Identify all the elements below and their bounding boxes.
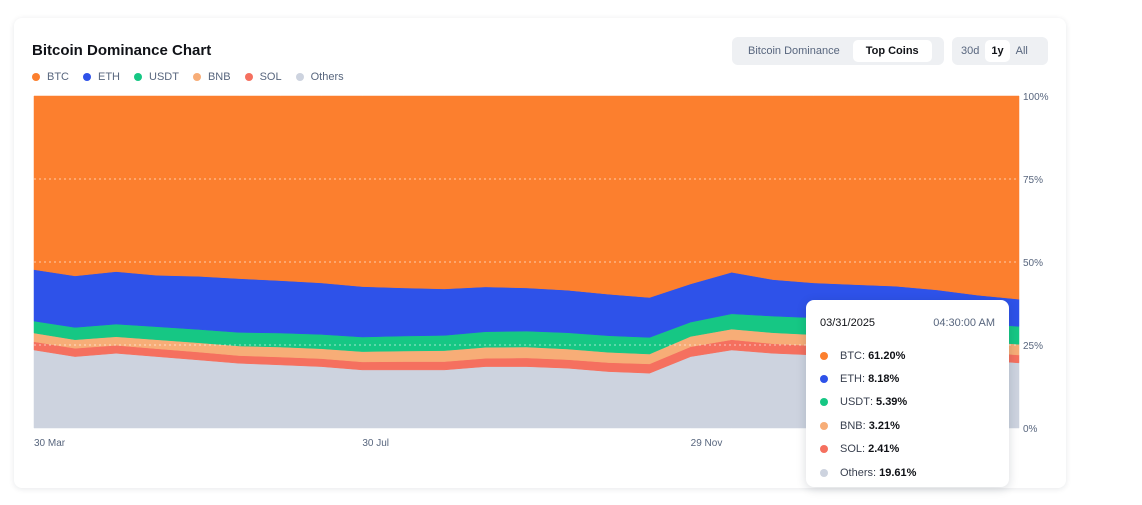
tooltip-date: 03/31/2025 — [820, 317, 876, 329]
legend-label-others: Others — [310, 71, 344, 83]
tooltip-value-usdt: 5.39% — [876, 396, 908, 409]
page-title: Bitcoin Dominance Chart — [32, 42, 212, 59]
legend-item-eth[interactable]: ETH — [83, 71, 120, 83]
range-all-button[interactable]: All — [1015, 45, 1028, 57]
tooltip-row-eth: ETH: 8.18% — [820, 367, 995, 390]
tooltip-row-btc: BTC: 61.20% — [820, 344, 995, 367]
view-toggle: Bitcoin Dominance Top Coins — [732, 37, 944, 65]
tooltip-value-bnb: 3.21% — [868, 419, 900, 432]
x-tick-label: 30 Mar — [34, 438, 66, 449]
legend-label-usdt: USDT — [149, 71, 179, 83]
x-tick-label: 30 Jul — [362, 438, 389, 449]
tooltip-dot-others — [820, 468, 828, 477]
tooltip-name-eth: ETH — [840, 373, 862, 386]
legend-label-bnb: BNB — [207, 71, 231, 83]
tooltip-name-bnb: BNB — [840, 419, 863, 432]
legend-dot-btc — [32, 73, 40, 81]
stacked-area-chart[interactable]: 0% 25% 50% 75% 100% 30 Mar 30 Jul 29 Nov — [14, 18, 1066, 488]
legend-label-btc: BTC — [47, 71, 69, 83]
legend-item-usdt[interactable]: USDT — [134, 71, 179, 83]
tooltip-header: 03/31/2025 04:30:00 AM — [820, 317, 995, 329]
tooltip-dot-bnb — [820, 421, 828, 430]
y-tick-label: 75% — [1023, 175, 1043, 186]
tooltip-value-others: 19.61% — [879, 466, 917, 479]
tooltip-name-others: Others — [840, 466, 874, 479]
legend-dot-others — [295, 73, 304, 81]
tooltip-dot-eth — [820, 375, 828, 384]
chart-tooltip: 03/31/2025 04:30:00 AM BTC: 61.20% ETH: … — [806, 300, 1009, 487]
tooltip-value-eth: 8.18% — [868, 373, 900, 386]
bitcoin-dominance-tab[interactable]: Bitcoin Dominance — [748, 45, 840, 57]
legend-item-others[interactable]: Others — [295, 71, 344, 83]
series-area-btc[interactable] — [33, 95, 1020, 300]
legend-label-eth: ETH — [98, 71, 120, 83]
y-tick-label: 100% — [1023, 92, 1049, 103]
x-tick-label: 29 Nov — [691, 438, 723, 449]
range-30d-button[interactable]: 30d — [961, 45, 980, 57]
tooltip-row-others: Others: 19.61% — [820, 461, 995, 484]
range-1y-button[interactable]: 1y — [985, 40, 1010, 62]
tooltip-value-sol: 2.41% — [868, 443, 900, 456]
legend-dot-bnb — [192, 73, 201, 81]
y-tick-label: 50% — [1023, 258, 1043, 269]
tooltip-time: 04:30:00 AM — [933, 317, 995, 329]
chart-card: Bitcoin Dominance Chart BTC ETH USDT BNB… — [14, 18, 1066, 488]
tooltip-name-usdt: USDT — [840, 396, 870, 409]
tooltip-name-btc: BTC — [840, 349, 862, 362]
tooltip-dot-usdt — [820, 398, 828, 407]
tooltip-row-sol: SOL: 2.41% — [820, 438, 995, 461]
tooltip-dot-btc — [820, 351, 828, 360]
legend-dot-sol — [244, 73, 253, 81]
range-toggle: 30d 1y All — [952, 37, 1048, 65]
legend-item-btc[interactable]: BTC — [32, 71, 69, 83]
tooltip-value-btc: 61.20% — [868, 349, 906, 362]
legend-dot-usdt — [134, 73, 142, 81]
tooltip-name-sol: SOL — [840, 443, 863, 456]
tooltip-dot-sol — [820, 445, 828, 454]
legend-item-bnb[interactable]: BNB — [192, 71, 231, 83]
tooltip-row-bnb: BNB: 3.21% — [820, 414, 995, 437]
y-tick-label: 0% — [1023, 424, 1038, 435]
legend-label-sol: SOL — [259, 71, 282, 83]
chart-legend: BTC ETH USDT BNB SOL Others — [32, 71, 344, 83]
y-tick-label: 25% — [1023, 341, 1043, 352]
top-coins-tab[interactable]: Top Coins — [852, 40, 932, 62]
legend-dot-eth — [83, 73, 91, 81]
tooltip-row-usdt: USDT: 5.39% — [820, 391, 995, 414]
legend-item-sol[interactable]: SOL — [244, 71, 282, 83]
